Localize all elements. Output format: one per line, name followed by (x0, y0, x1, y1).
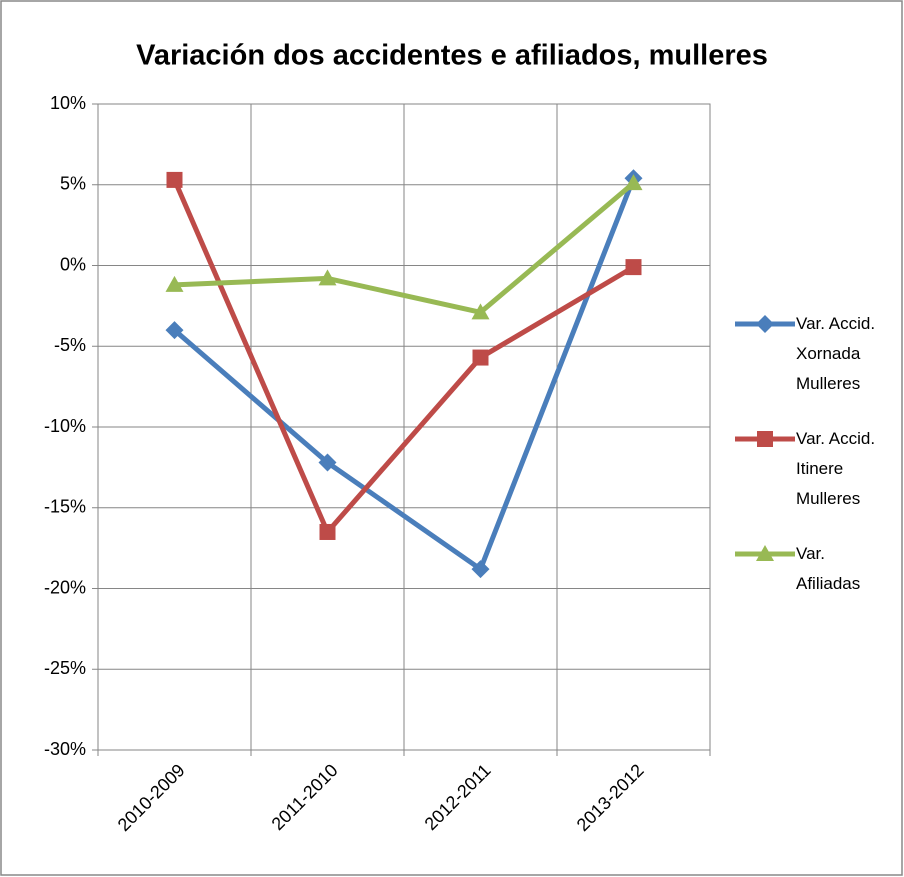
y-tick-label: -20% (44, 577, 86, 597)
y-tick-label: 5% (60, 174, 86, 194)
data-point (318, 453, 337, 472)
data-point (472, 349, 489, 366)
series-line (172, 177, 636, 572)
y-tick-label: -15% (44, 497, 86, 517)
y-tick-label: -5% (54, 335, 86, 355)
data-point (624, 174, 643, 191)
y-tick-label: -10% (44, 416, 86, 436)
series-line (174, 181, 636, 315)
y-tick-label: 0% (60, 254, 86, 274)
series-line (172, 178, 635, 535)
data-point (319, 523, 336, 540)
chart-title: Variación dos accidentes e afiliados, mu… (136, 40, 768, 72)
data-point (471, 560, 490, 579)
y-tick-label: -30% (44, 739, 86, 759)
legend-label: Var. Accid. Itinere Mulleres (796, 429, 876, 508)
legend-label: Var. Accid. Xornada Mulleres (796, 314, 876, 393)
data-point (625, 259, 642, 276)
data-point (471, 303, 490, 320)
legend-marker (756, 315, 774, 333)
y-tick-label: -25% (44, 658, 86, 678)
data-point (166, 171, 183, 188)
legend-marker (756, 545, 774, 561)
y-tick-label: 10% (50, 93, 86, 113)
legend-marker (757, 431, 773, 447)
legend-label: Var. Afiliadas (796, 544, 861, 593)
data-point (318, 269, 337, 286)
data-point (165, 275, 184, 292)
data-point (165, 321, 184, 340)
